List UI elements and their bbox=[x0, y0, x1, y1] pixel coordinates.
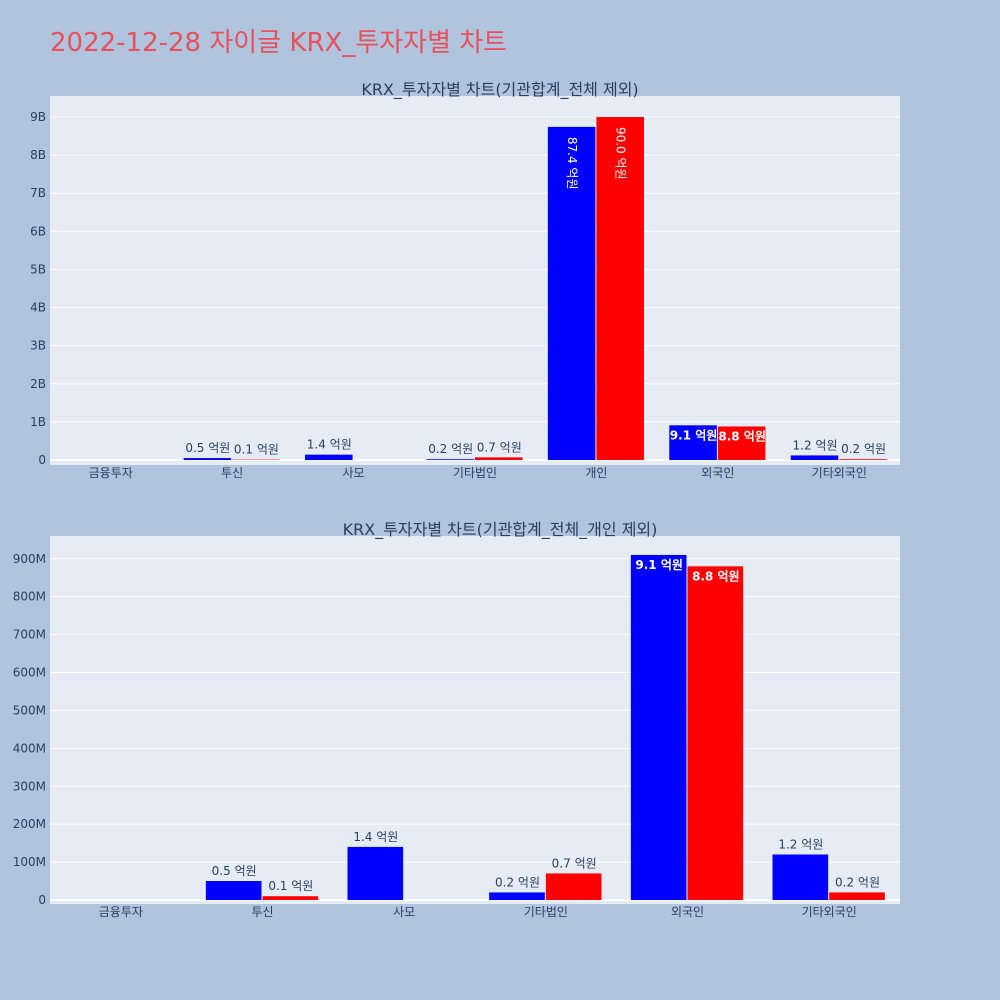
x-tick-label: 개인 bbox=[585, 466, 607, 480]
x-tick-label: 사모 bbox=[343, 466, 365, 480]
chart-total: 0 1B 2B 3B 4B 5B 6B 7B 8B 9B KRX_투자자별 차트(기관합계_전체 제… bbox=[30, 80, 900, 480]
plot-area bbox=[50, 96, 900, 465]
y-tick-label: 600M bbox=[13, 666, 46, 680]
y-tick-label: 200M bbox=[13, 817, 46, 831]
y-tick-label: 3B bbox=[30, 339, 46, 353]
bar-data-label: 0.2 억원 bbox=[835, 875, 880, 889]
y-tick-label: 300M bbox=[13, 779, 46, 793]
bar-data-label: 0.1 억원 bbox=[268, 879, 313, 893]
bar bbox=[475, 457, 523, 460]
bar bbox=[772, 854, 829, 900]
bar bbox=[183, 458, 232, 460]
x-tick-label: 금융투자 bbox=[89, 466, 133, 480]
bar-data-label: 1.4 억원 bbox=[353, 830, 398, 844]
y-tick-label: 700M bbox=[13, 628, 46, 642]
bar bbox=[839, 459, 887, 460]
bar bbox=[547, 126, 596, 461]
bar bbox=[717, 426, 766, 460]
x-tick-label: 외국인 bbox=[671, 905, 704, 919]
bar-data-label: 9.1 억원 bbox=[670, 428, 718, 442]
bar-data-label: 90.0 억원 bbox=[614, 127, 628, 180]
bar-data-label: 0.5 억원 bbox=[185, 441, 230, 455]
y-tick-label: 0 bbox=[38, 453, 46, 467]
bar bbox=[630, 554, 687, 900]
bar bbox=[687, 566, 744, 900]
bar-data-label: 0.5 억원 bbox=[212, 864, 257, 878]
x-tick-label: 기타법인 bbox=[524, 905, 568, 919]
bar-data-label: 0.7 억원 bbox=[552, 856, 597, 870]
bar bbox=[305, 454, 353, 460]
x-tick-label: 기타법인 bbox=[453, 466, 497, 480]
bar-data-label: 0.2 억원 bbox=[495, 875, 540, 889]
bar-data-label: 9.1 억원 bbox=[635, 558, 683, 572]
bar-data-label: 0.2 억원 bbox=[428, 442, 473, 456]
bar-data-label: 1.2 억원 bbox=[778, 838, 823, 852]
bar bbox=[596, 116, 644, 460]
y-tick-label: 900M bbox=[13, 552, 46, 566]
y-tick-label: 8B bbox=[30, 148, 46, 162]
y-tick-label: 6B bbox=[30, 224, 46, 238]
y-tick-label: 2B bbox=[30, 377, 46, 391]
bar-data-label: 8.8 억원 bbox=[692, 569, 740, 583]
bar bbox=[347, 846, 404, 900]
x-tick-label: 사모 bbox=[393, 905, 415, 919]
bar bbox=[205, 881, 262, 900]
bar-data-label: 1.2 억원 bbox=[793, 438, 838, 452]
y-tick-label: 400M bbox=[13, 741, 46, 755]
chart-title: KRX_투자자별 차트(기관합계_전체_개인 제외) bbox=[343, 520, 658, 540]
bar-data-label: 1.4 억원 bbox=[307, 438, 352, 452]
x-tick-label: 투신 bbox=[251, 905, 273, 919]
y-tick-label: 4B bbox=[30, 301, 46, 315]
bar-data-label: 0.1 억원 bbox=[234, 443, 279, 457]
bar bbox=[545, 873, 602, 900]
x-tick-label: 금융투자 bbox=[99, 905, 143, 919]
bar-data-label: 0.2 억원 bbox=[841, 442, 886, 456]
y-tick-label: 100M bbox=[13, 855, 46, 869]
chart-title: KRX_투자자별 차트(기관합계_전체 제외) bbox=[361, 80, 638, 100]
x-tick-label: 기타외국인 bbox=[802, 905, 857, 919]
bar-data-label: 8.8 억원 bbox=[718, 429, 766, 443]
bar bbox=[790, 455, 839, 460]
bar bbox=[669, 425, 717, 460]
bar bbox=[489, 892, 545, 900]
y-tick-label: 0 bbox=[38, 893, 46, 907]
page-title: 2022-12-28 자이글 KRX_투자자별 차트 bbox=[50, 28, 508, 58]
bar-data-label: 87.4 억원 bbox=[565, 137, 579, 190]
x-tick-label: 기타외국인 bbox=[812, 466, 867, 480]
y-tick-label: 9B bbox=[30, 110, 46, 124]
y-tick-label: 1B bbox=[30, 415, 46, 429]
x-tick-label: 투신 bbox=[221, 466, 243, 480]
y-tick-label: 7B bbox=[30, 186, 46, 200]
bar bbox=[829, 892, 885, 900]
x-tick-label: 외국인 bbox=[701, 466, 734, 480]
bar-data-label: 0.7 억원 bbox=[477, 440, 522, 454]
bar bbox=[426, 459, 474, 460]
bar bbox=[262, 896, 319, 900]
plot-area bbox=[50, 536, 900, 904]
y-tick-label: 500M bbox=[13, 703, 46, 717]
y-tick-label: 800M bbox=[13, 590, 46, 604]
y-tick-label: 5B bbox=[30, 262, 46, 276]
